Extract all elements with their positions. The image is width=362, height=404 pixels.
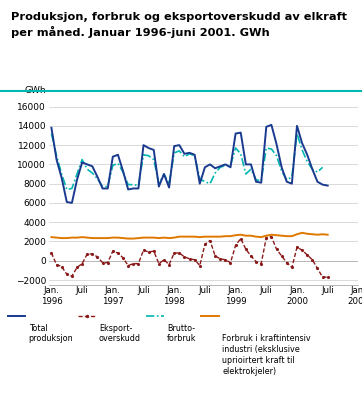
Legend: Total
produksjon, Eksport-
overskudd, Brutto-
forbruk, Forbruk i kraftintensiv
i: Total produksjon, Eksport- overskudd, Br… [8,295,311,337]
Text: Produksjon, forbruk og eksportoverskudd av elkraft
per måned. Januar 1996-juni 2: Produksjon, forbruk og eksportoverskudd … [11,12,347,38]
Text: GWh: GWh [24,86,46,95]
